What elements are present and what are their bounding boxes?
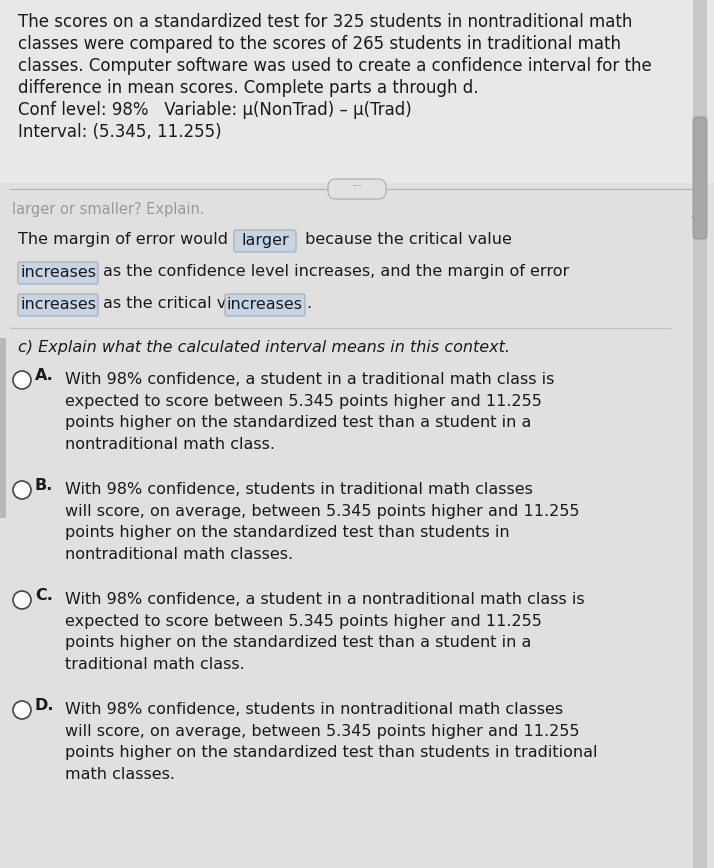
Text: Conf level: 98%   Variable: μ(NonTrad) – μ(Trad): Conf level: 98% Variable: μ(NonTrad) – μ… — [18, 101, 412, 119]
Circle shape — [13, 481, 31, 499]
Circle shape — [13, 591, 31, 609]
Text: ▲: ▲ — [696, 10, 704, 20]
FancyBboxPatch shape — [0, 0, 714, 183]
FancyBboxPatch shape — [18, 294, 98, 316]
Text: C.: C. — [35, 589, 53, 603]
Text: increases: increases — [227, 297, 303, 312]
FancyBboxPatch shape — [328, 179, 386, 199]
Text: c) Explain what the calculated interval means in this context.: c) Explain what the calculated interval … — [18, 340, 510, 355]
FancyBboxPatch shape — [225, 294, 305, 316]
Text: as the confidence level increases, and the margin of error: as the confidence level increases, and t… — [103, 264, 569, 279]
FancyBboxPatch shape — [693, 117, 707, 239]
Text: as the critical value: as the critical value — [103, 296, 266, 311]
FancyBboxPatch shape — [0, 338, 6, 518]
Text: With 98% confidence, students in traditional math classes
will score, on average: With 98% confidence, students in traditi… — [65, 482, 580, 562]
Text: difference in mean scores. Complete parts a through d.: difference in mean scores. Complete part… — [18, 79, 478, 97]
Text: classes were compared to the scores of 265 students in traditional math: classes were compared to the scores of 2… — [18, 35, 621, 53]
Text: increases: increases — [20, 265, 96, 280]
Text: ▼: ▼ — [696, 854, 704, 864]
FancyBboxPatch shape — [693, 0, 707, 868]
Text: A.: A. — [35, 369, 54, 384]
Text: .: . — [306, 296, 311, 311]
Text: larger: larger — [241, 233, 289, 248]
Text: The scores on a standardized test for 325 students in nontraditional math: The scores on a standardized test for 32… — [18, 13, 633, 31]
FancyBboxPatch shape — [18, 262, 98, 284]
FancyBboxPatch shape — [234, 230, 296, 252]
Text: increases: increases — [20, 297, 96, 312]
Text: because the critical value: because the critical value — [300, 232, 512, 247]
Text: ...: ... — [351, 178, 363, 188]
Text: With 98% confidence, students in nontraditional math classes
will score, on aver: With 98% confidence, students in nontrad… — [65, 702, 598, 782]
Text: D.: D. — [35, 699, 54, 713]
Text: classes. Computer software was used to create a confidence interval for the: classes. Computer software was used to c… — [18, 57, 652, 75]
Text: The margin of error would be: The margin of error would be — [18, 232, 258, 247]
Text: With 98% confidence, a student in a traditional math class is
expected to score : With 98% confidence, a student in a trad… — [65, 372, 554, 452]
Text: ▲: ▲ — [692, 208, 700, 218]
Text: With 98% confidence, a student in a nontraditional math class is
expected to sco: With 98% confidence, a student in a nont… — [65, 592, 585, 672]
Circle shape — [13, 701, 31, 719]
Text: Interval: (5.345, 11.255): Interval: (5.345, 11.255) — [18, 123, 221, 141]
Text: larger or smaller? Explain.: larger or smaller? Explain. — [12, 202, 205, 217]
Circle shape — [13, 371, 31, 389]
Text: B.: B. — [35, 478, 54, 494]
